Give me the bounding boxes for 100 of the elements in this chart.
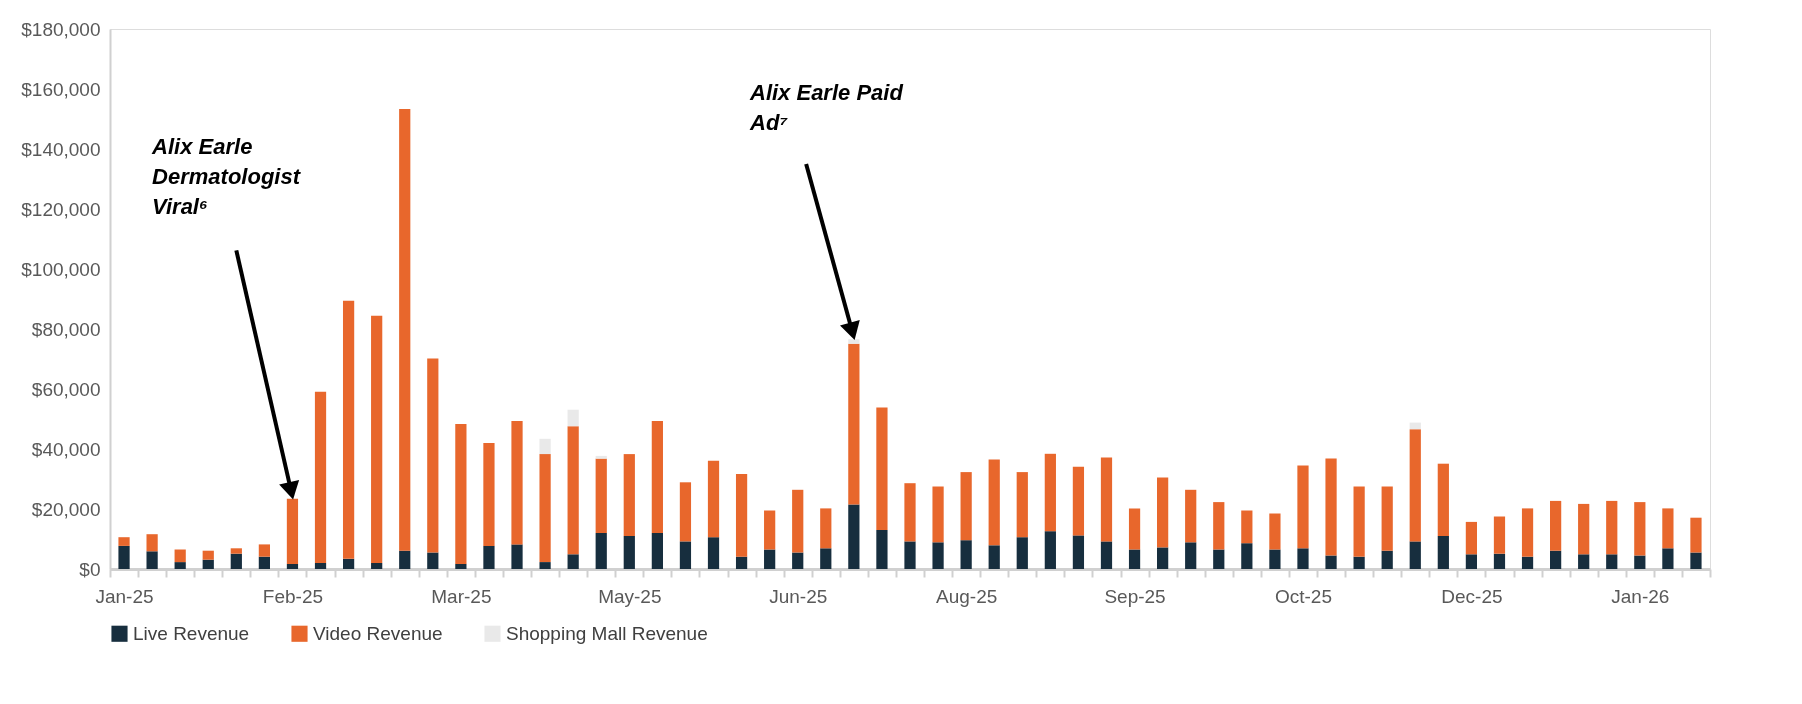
- bar: [342, 300, 355, 559]
- bar: [960, 540, 972, 569]
- bar: [1437, 536, 1449, 569]
- bar: [820, 548, 832, 569]
- bar: [1662, 508, 1674, 549]
- bar: [146, 551, 158, 569]
- bar: [1072, 466, 1085, 536]
- bar: [539, 562, 551, 569]
- bar: [1353, 556, 1365, 569]
- bar: [286, 563, 299, 569]
- bar: [1606, 554, 1618, 569]
- bar: [1409, 541, 1421, 569]
- bar: [988, 459, 1000, 546]
- bar: [1325, 458, 1337, 556]
- bar: [1578, 503, 1590, 555]
- bar: [1578, 554, 1590, 569]
- bar: [595, 533, 607, 569]
- bar: [876, 530, 888, 569]
- bar: [1493, 553, 1506, 569]
- bar: [1353, 486, 1365, 557]
- bar: [820, 508, 832, 549]
- annotation: Alix Earle Dermatologist Viral⁶: [151, 134, 302, 219]
- bar: [1128, 508, 1141, 550]
- bar: [146, 534, 158, 552]
- bar: [651, 421, 663, 533]
- bar: [988, 545, 1000, 569]
- bar: [483, 443, 495, 546]
- bar: [623, 454, 635, 536]
- x-tick-label: Dec-25: [1441, 585, 1503, 607]
- bar: [1662, 548, 1674, 569]
- bar: [455, 424, 467, 564]
- x-tick-label: Aug-25: [936, 585, 998, 607]
- bar: [1185, 489, 1197, 543]
- bar: [567, 409, 579, 427]
- bar: [371, 563, 383, 569]
- y-tick-label: $80,000: [31, 318, 101, 340]
- bar: [1100, 541, 1113, 569]
- x-tick-label: Jun-25: [769, 585, 828, 607]
- x-tick-label: Mar-25: [431, 585, 492, 607]
- bar: [651, 533, 663, 569]
- bar: [1297, 465, 1309, 549]
- y-tick-label: $0: [79, 558, 101, 580]
- legend-label: Live Revenue: [133, 622, 250, 644]
- bar: [707, 537, 720, 569]
- bar: [792, 489, 804, 553]
- x-tick-label: Sep-25: [1104, 585, 1166, 607]
- bar: [1381, 486, 1393, 551]
- bar: [876, 407, 888, 530]
- bar: [1437, 463, 1449, 536]
- bar: [735, 556, 748, 569]
- bar: [1550, 550, 1562, 569]
- x-tick-label: Feb-25: [262, 585, 324, 607]
- bar: [1465, 554, 1478, 569]
- legend-label: Shopping Mall Revenue: [506, 622, 708, 644]
- bar: [1690, 552, 1702, 569]
- bar: [623, 536, 635, 569]
- bar: [567, 426, 579, 555]
- y-tick-label: $120,000: [21, 198, 101, 220]
- bar: [932, 486, 944, 543]
- bar: [539, 438, 551, 455]
- bar: [1213, 502, 1225, 550]
- bar: [932, 542, 944, 569]
- bar: [735, 473, 748, 557]
- bar: [202, 550, 214, 560]
- bar: [904, 541, 916, 569]
- bar: [792, 552, 804, 569]
- y-tick-label: $60,000: [31, 378, 101, 400]
- bar: [1634, 502, 1646, 556]
- bar: [595, 455, 607, 459]
- bar: [174, 562, 186, 569]
- bar: [1550, 500, 1562, 551]
- bar: [848, 343, 860, 505]
- annotation: Alix Earle Paid Ad⁷: [749, 80, 904, 135]
- bar: [1297, 548, 1309, 569]
- bar: [1044, 531, 1056, 569]
- bar: [707, 460, 720, 538]
- bar: [1269, 549, 1281, 569]
- y-tick-label: $140,000: [21, 138, 101, 160]
- bar: [314, 563, 327, 569]
- bar: [1690, 517, 1702, 553]
- bar: [258, 544, 270, 557]
- legend-label: Video Revenue: [313, 622, 443, 644]
- y-tick-label: $160,000: [21, 78, 101, 100]
- bar: [258, 556, 270, 569]
- y-tick-label: $100,000: [21, 258, 101, 280]
- y-tick-label: $40,000: [31, 438, 101, 460]
- bar: [399, 109, 411, 551]
- bar: [567, 554, 579, 569]
- bar: [848, 504, 860, 569]
- bar: [764, 549, 776, 569]
- bar: [595, 458, 607, 533]
- bar: [1465, 521, 1478, 555]
- bar: [1521, 508, 1534, 557]
- bar: [483, 545, 495, 569]
- bar: [1269, 513, 1281, 550]
- bar: [539, 454, 551, 563]
- bar: [371, 315, 383, 563]
- bar: [1241, 510, 1253, 544]
- bar: [1128, 549, 1141, 569]
- bar: [399, 550, 411, 569]
